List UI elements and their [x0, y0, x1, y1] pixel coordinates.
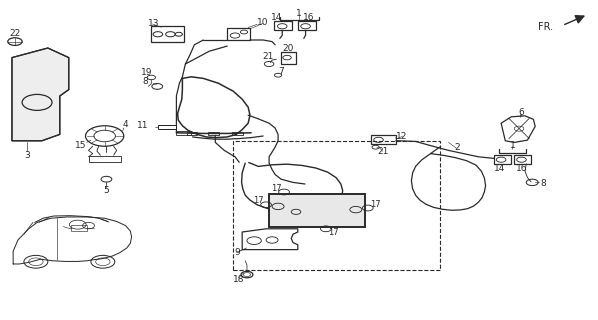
Text: 17: 17 [253, 196, 264, 205]
Text: 11: 11 [137, 121, 148, 130]
Text: 2: 2 [454, 143, 460, 152]
Text: 17: 17 [370, 200, 381, 209]
Text: 14: 14 [493, 164, 505, 172]
Bar [71, 225, 87, 231]
Text: 16: 16 [303, 13, 315, 22]
Text: 16: 16 [516, 164, 528, 172]
Text: 18: 18 [233, 275, 245, 284]
Text: 10: 10 [257, 18, 269, 27]
Text: 14: 14 [271, 13, 283, 22]
Text: 15: 15 [75, 141, 87, 150]
Bar [232, 132, 243, 135]
Text: 9: 9 [234, 248, 240, 257]
Bar [298, 21, 316, 30]
Text: 8: 8 [142, 77, 148, 86]
Text: 6: 6 [518, 108, 524, 116]
Text: 20: 20 [282, 44, 294, 53]
Text: 7: 7 [278, 67, 284, 76]
Bar [208, 132, 219, 135]
Bar [176, 131, 191, 135]
Text: 1: 1 [510, 141, 516, 150]
Bar [187, 132, 197, 135]
Text: 13: 13 [148, 19, 160, 28]
Bar [269, 194, 365, 227]
Text: 4: 4 [123, 120, 129, 129]
Bar [514, 155, 531, 164]
Polygon shape [12, 48, 69, 141]
Bar [227, 28, 250, 40]
Text: 17: 17 [271, 184, 282, 193]
Bar [371, 135, 396, 144]
Text: 8: 8 [540, 179, 546, 188]
Bar [269, 194, 365, 227]
Bar [233, 141, 440, 270]
Bar [494, 155, 511, 164]
Text: 21: 21 [262, 52, 274, 61]
Text: 22: 22 [10, 29, 20, 38]
Text: FR.: FR. [538, 22, 553, 32]
Text: 1: 1 [296, 9, 302, 18]
Text: 3: 3 [24, 151, 30, 160]
Text: 5: 5 [103, 186, 109, 195]
Bar [281, 52, 296, 64]
Bar [151, 26, 184, 42]
Text: 12: 12 [396, 132, 408, 140]
Bar [89, 156, 121, 162]
Bar [274, 21, 292, 30]
Bar [158, 125, 176, 129]
Text: 17: 17 [328, 228, 339, 237]
Text: 21: 21 [377, 147, 389, 156]
Text: 19: 19 [141, 68, 152, 76]
